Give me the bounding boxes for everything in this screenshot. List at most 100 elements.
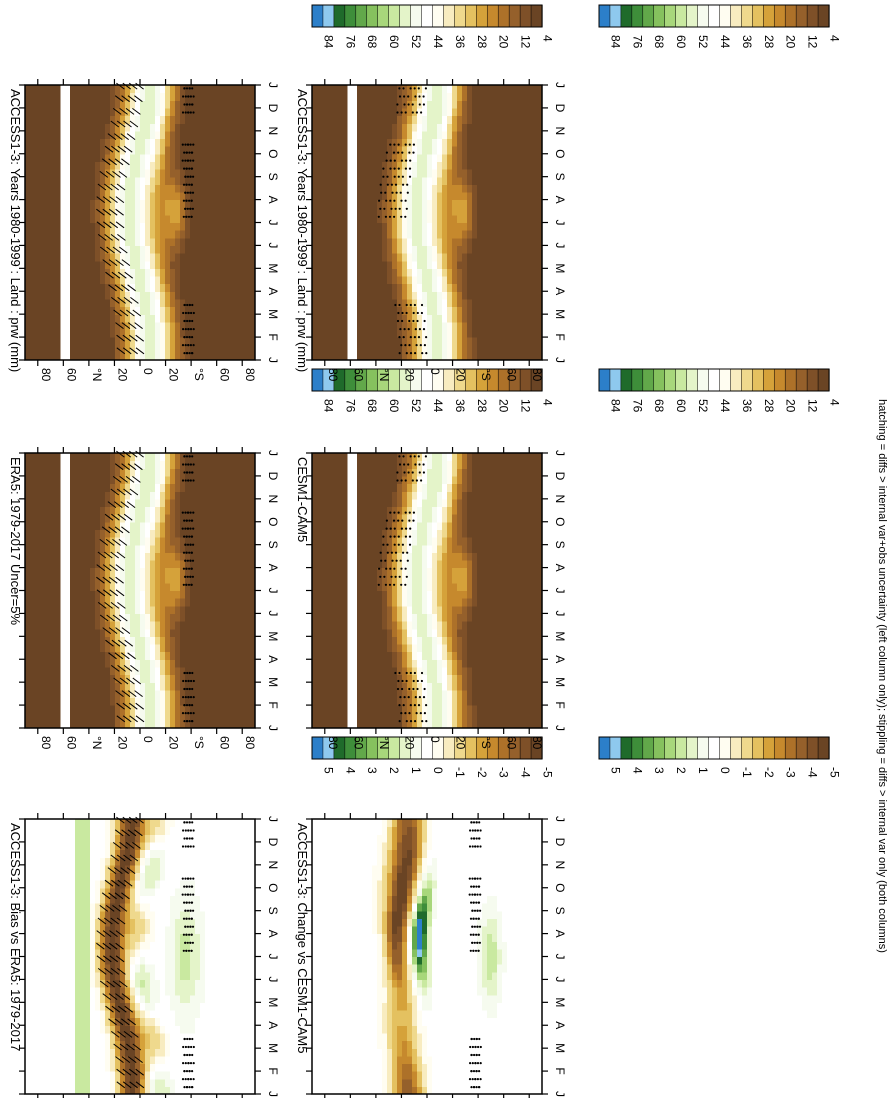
lat-label: 0 xyxy=(141,736,155,743)
lat-label: °S xyxy=(192,736,206,749)
stippling xyxy=(377,455,428,723)
month-label: J xyxy=(266,954,280,960)
month-label: O xyxy=(266,149,280,158)
colorbar-label: 84 xyxy=(321,35,335,49)
colorbar-label: -1 xyxy=(453,767,467,778)
month-label: F xyxy=(553,1067,567,1074)
colorbar-label: -1 xyxy=(740,767,754,778)
lat-label: 60 xyxy=(505,368,519,382)
lat-label: 60 xyxy=(218,368,232,382)
lat-label: 60 xyxy=(218,736,232,750)
colorbar-label: 12 xyxy=(519,35,533,49)
month-label: S xyxy=(553,907,567,915)
stippling xyxy=(468,821,482,1089)
colorbar-label: -4 xyxy=(519,767,533,778)
colorbar: 5 4 3 2 1 0 -1 -2 -3 -4 -5 xyxy=(311,736,554,778)
colorbar-label: 44 xyxy=(431,399,445,413)
colorbar-label: 4 xyxy=(827,399,841,406)
month-label: J xyxy=(553,725,567,731)
colorbar-label: 76 xyxy=(343,399,357,413)
colorbar-label: -5 xyxy=(540,767,554,778)
month-label: M xyxy=(266,677,280,687)
panel-title: ACCESS1-3: Years 1980-1999 : Land : prw … xyxy=(295,89,310,372)
month-label: A xyxy=(266,196,280,204)
lat-label: 80 xyxy=(243,736,257,750)
panel-2: 80 60 °N 20 0 20 °S 60 80 J F M A M J J A S O N D J ERA5: 1979… xyxy=(8,368,554,750)
colorbar-label: 68 xyxy=(652,35,666,49)
colorbar-label: 4 xyxy=(630,767,644,774)
month-label: M xyxy=(266,263,280,273)
month-label: F xyxy=(553,701,567,708)
month-label: O xyxy=(266,517,280,526)
lat-label: 80 xyxy=(39,736,53,750)
month-label: M xyxy=(266,997,280,1007)
colorbar-label: 84 xyxy=(321,399,335,413)
colorbar-label: 20 xyxy=(784,35,798,49)
lat-label: 60 xyxy=(64,368,78,382)
colorbar: 84 76 68 60 52 44 36 28 20 12 4 xyxy=(598,4,841,49)
colorbar: 5 4 3 2 1 0 -1 -2 -3 -4 -5 xyxy=(598,736,841,778)
colorbar-label: 76 xyxy=(343,35,357,49)
colorbar-label: 12 xyxy=(806,35,820,49)
stippling xyxy=(181,821,195,1089)
colorbar-label: -2 xyxy=(475,767,489,778)
month-label: M xyxy=(553,677,567,687)
colorbar-label: 52 xyxy=(696,399,710,413)
month-label: A xyxy=(553,1021,567,1029)
stippling xyxy=(181,87,195,355)
lat-label: 20 xyxy=(115,736,129,750)
colorbar-label: 76 xyxy=(630,399,644,413)
colorbar-label: -4 xyxy=(806,767,820,778)
month-label: A xyxy=(266,564,280,572)
panel-title: CESM1-CAM5 xyxy=(295,457,310,542)
month-axis: J F M A M J J A S O N D J xyxy=(306,816,567,1097)
colorbar: 84 76 68 60 52 44 36 28 20 12 4 xyxy=(311,368,554,413)
month-label: D xyxy=(553,104,567,113)
colorbar-label: 1 xyxy=(696,767,710,774)
month-label: J xyxy=(266,588,280,594)
month-label: J xyxy=(266,610,280,616)
lat-label: 20 xyxy=(167,368,181,382)
month-label: S xyxy=(266,541,280,549)
colorbar-label: 60 xyxy=(674,399,688,413)
month-label: D xyxy=(266,838,280,847)
colorbar-label: 84 xyxy=(608,35,622,49)
colorbar-label: -2 xyxy=(762,767,776,778)
colorbar-label: 4 xyxy=(827,35,841,42)
lat-label: 20 xyxy=(167,736,181,750)
month-label: J xyxy=(553,588,567,594)
lat-label: °S xyxy=(479,736,493,749)
colorbar-label: 12 xyxy=(806,399,820,413)
lat-label: °N xyxy=(90,368,104,381)
panel-5: 80 60 °N 20 0 20 °S 60 80 J F M A M J J A S O N D J CESM1-CAM5… xyxy=(295,368,841,750)
colorbar-label: 52 xyxy=(409,35,423,49)
month-label: J xyxy=(266,450,280,456)
month-label: M xyxy=(553,309,567,319)
lat-label: 20 xyxy=(454,368,468,382)
panel-6: 8060°N20020°S6080JFMAMJJASONDJACCESS1-3:… xyxy=(295,736,841,1098)
colorbar-label: 0 xyxy=(431,767,445,774)
colorbar-label: 36 xyxy=(740,399,754,413)
month-label: J xyxy=(553,816,567,822)
month-label: J xyxy=(553,954,567,960)
month-label: J xyxy=(266,242,280,248)
month-label: J xyxy=(266,725,280,731)
lat-label: 80 xyxy=(326,736,340,750)
month-label: A xyxy=(553,287,567,295)
month-label: F xyxy=(266,701,280,708)
panel-4: 80 60 °N 20 0 20 °S 60 80 J F M A M J J A S O N D J ACCESS1-3:… xyxy=(295,4,841,382)
colorbar-label: 20 xyxy=(497,399,511,413)
colorbar-label: 68 xyxy=(365,399,379,413)
month-label: N xyxy=(266,126,280,135)
colorbar-label: 0 xyxy=(718,767,732,774)
colorbar-label: -3 xyxy=(497,767,511,778)
colorbar-label: 52 xyxy=(696,35,710,49)
month-label: J xyxy=(553,357,567,363)
colorbar-label: 36 xyxy=(453,399,467,413)
month-label: D xyxy=(266,472,280,481)
lat-label: 0 xyxy=(141,368,155,375)
